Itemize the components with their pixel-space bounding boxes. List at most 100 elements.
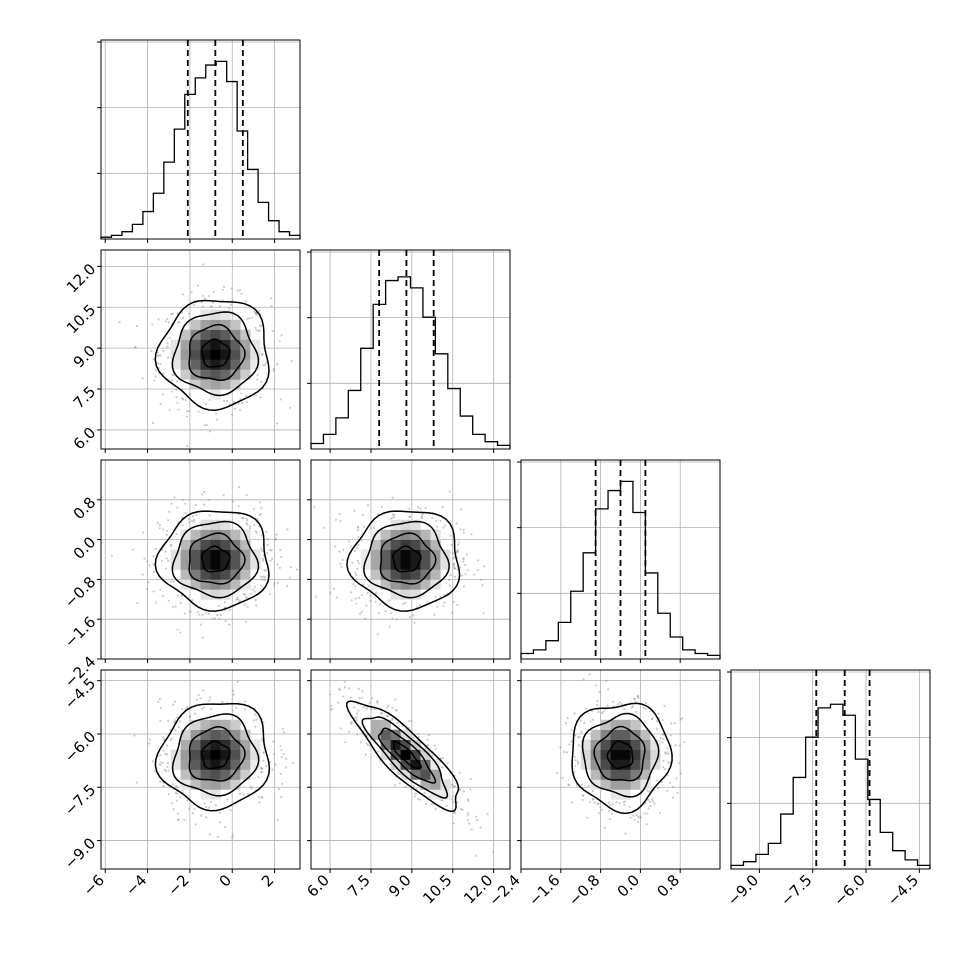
- sample-point: [252, 508, 256, 511]
- sample-point: [151, 421, 155, 424]
- sample-point: [188, 715, 192, 718]
- density-cell: [220, 739, 231, 750]
- sample-point: [280, 334, 283, 337]
- density-cell: [210, 579, 221, 590]
- sample-point: [235, 706, 238, 709]
- sample-point: [357, 709, 360, 712]
- sample-point: [679, 718, 682, 721]
- sample-point: [456, 549, 460, 552]
- density-cell: [420, 549, 431, 560]
- density-cell: [220, 349, 231, 360]
- sample-point: [265, 361, 268, 364]
- y-tick-label: 10.5: [63, 301, 99, 337]
- density-cell: [170, 339, 181, 350]
- x-tick-label: −4: [122, 871, 150, 899]
- sample-point: [167, 559, 170, 563]
- sample-point: [253, 524, 256, 527]
- sample-point: [167, 793, 171, 796]
- sample-point: [404, 785, 407, 789]
- sample-point: [253, 719, 256, 722]
- sample-point: [574, 759, 577, 762]
- density-cell: [200, 789, 211, 800]
- sample-point: [221, 288, 224, 292]
- sample-point: [576, 760, 579, 763]
- y-tick-label: 7.5: [70, 383, 100, 413]
- sample-point: [439, 519, 442, 523]
- density-cell: [220, 329, 231, 340]
- sample-point: [229, 303, 233, 306]
- x-tick-label: 0.0: [614, 871, 644, 901]
- axes-frame: [100, 459, 301, 660]
- sample-point: [424, 747, 427, 750]
- sample-point: [257, 796, 260, 799]
- sample-point: [608, 817, 611, 821]
- sample-point: [272, 740, 275, 743]
- sample-point: [181, 789, 184, 792]
- sample-point: [176, 792, 179, 795]
- sample-point: [196, 610, 199, 613]
- sample-point: [651, 717, 654, 720]
- sample-point: [330, 704, 333, 707]
- density-cell: [200, 349, 211, 360]
- sample-point: [167, 769, 170, 772]
- density-cell: [180, 529, 191, 540]
- sample-point: [357, 562, 360, 565]
- sample-point: [606, 704, 609, 707]
- sample-point: [171, 312, 174, 315]
- density-cell: [590, 759, 601, 770]
- density-cell: [600, 769, 611, 780]
- sample-point: [238, 289, 242, 292]
- sample-point: [362, 525, 365, 528]
- sample-point: [217, 604, 220, 608]
- sample-point: [354, 585, 357, 588]
- sample-point: [277, 581, 280, 585]
- density-cell: [600, 759, 611, 770]
- sample-point: [666, 747, 669, 750]
- sample-point: [577, 744, 581, 747]
- density-cell: [220, 379, 231, 390]
- axes-frame: [100, 669, 301, 870]
- sample-point: [181, 316, 185, 319]
- sample-point: [596, 802, 599, 806]
- density-cell: [600, 779, 611, 790]
- sample-point: [255, 531, 258, 534]
- sample-point: [261, 578, 264, 581]
- sample-point: [357, 536, 360, 539]
- sample-point: [161, 761, 164, 765]
- sample-point: [162, 528, 165, 531]
- sample-point: [236, 289, 239, 292]
- axes-frame: [520, 459, 721, 660]
- sample-point: [555, 771, 558, 775]
- sample-point: [566, 716, 569, 720]
- sample-point: [165, 533, 169, 537]
- axes-frame: [100, 39, 301, 240]
- axes-frame: [520, 669, 721, 870]
- sample-point: [596, 699, 599, 703]
- sample-point: [619, 701, 622, 704]
- density-cell: [430, 769, 441, 780]
- sample-point: [174, 784, 177, 787]
- sample-point: [453, 811, 456, 815]
- sample-point: [356, 567, 359, 571]
- sample-point: [412, 785, 416, 788]
- sample-point: [323, 526, 326, 529]
- sample-point: [259, 501, 262, 504]
- sample-point: [636, 695, 639, 698]
- sample-point: [434, 807, 437, 811]
- sample-point: [362, 706, 365, 709]
- sample-point: [398, 773, 401, 776]
- density-cell: [220, 369, 231, 380]
- sample-point: [261, 770, 264, 774]
- sample-point: [391, 718, 394, 721]
- sample-point: [475, 815, 478, 818]
- contour-line: [188, 323, 246, 382]
- sample-point: [592, 798, 595, 801]
- density-cell: [650, 749, 661, 760]
- sample-point: [366, 504, 370, 507]
- sample-point: [136, 601, 139, 605]
- sample-point: [622, 800, 625, 804]
- contour-line: [200, 545, 231, 573]
- density-cell: [580, 739, 591, 750]
- sample-point: [444, 524, 447, 527]
- density-panel: [311, 460, 510, 659]
